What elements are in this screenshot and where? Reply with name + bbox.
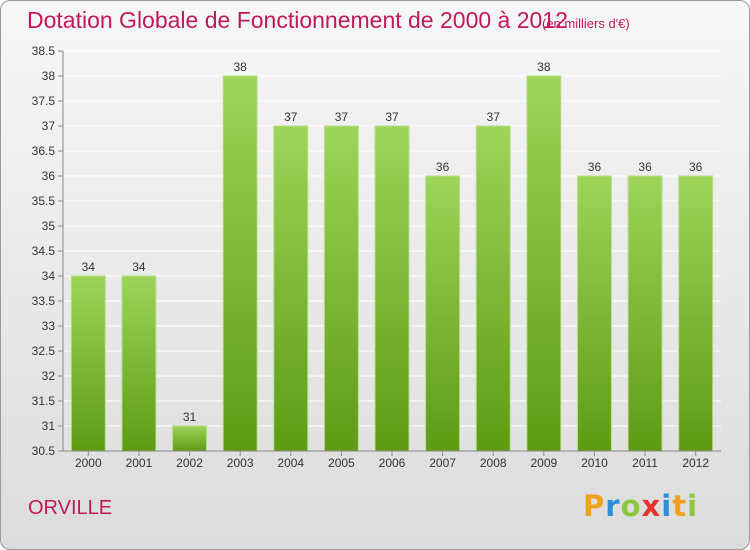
y-tick-label: 36.5: [32, 144, 56, 158]
value-label: 36: [638, 160, 652, 174]
y-tick-label: 31.5: [32, 394, 56, 408]
y-tick-label: 33: [42, 319, 56, 333]
x-tick-label: 2006: [379, 456, 406, 470]
chart-unit: (en milliers d'€): [542, 16, 630, 31]
logo-letter: o: [620, 489, 642, 523]
y-tick-label: 34.5: [32, 244, 56, 258]
x-tick-label: 2009: [530, 456, 557, 470]
value-label: 38: [233, 60, 247, 74]
logo-letter: P: [583, 489, 606, 523]
x-tick-label: 2012: [682, 456, 709, 470]
bar-2005: [323, 125, 359, 452]
bar-2000: [70, 275, 106, 452]
y-tick-label: 35.5: [32, 194, 56, 208]
y-tick-label: 37.5: [32, 94, 56, 108]
value-label: 38: [537, 60, 551, 74]
x-tick-label: 2004: [277, 456, 304, 470]
bar-2010: [576, 175, 612, 452]
value-label: 37: [335, 110, 349, 124]
bar-2002: [172, 425, 208, 452]
value-label: 36: [436, 160, 450, 174]
commune-name: ORVILLE: [28, 497, 113, 519]
y-tick-label: 32.5: [32, 344, 56, 358]
value-label: 34: [132, 260, 146, 274]
value-label: 31: [183, 410, 197, 424]
value-label: 34: [82, 260, 96, 274]
logo-letter: x: [641, 489, 662, 523]
y-tick-label: 37: [42, 119, 56, 133]
chart-title: Dotation Globale de Fonctionnement de 20…: [27, 7, 568, 33]
x-tick-label: 2008: [480, 456, 507, 470]
logo-letter: r: [605, 489, 621, 523]
value-label: 37: [487, 110, 501, 124]
y-tick-label: 32: [42, 369, 56, 383]
x-tick-label: 2005: [328, 456, 355, 470]
bar-2012: [678, 175, 714, 452]
value-label: 36: [689, 160, 703, 174]
x-tick-label: 2007: [429, 456, 456, 470]
y-tick-label: 35: [42, 219, 56, 233]
y-tick-label: 30.5: [32, 444, 56, 458]
value-label: 37: [385, 110, 399, 124]
bar-2001: [121, 275, 157, 452]
label-layer: 30.5 31 31.5 32 32.5 33 33.5 34 34.5 35 35.5 36 36.5…: [32, 44, 710, 470]
logo-letter: t: [672, 489, 688, 523]
logo-letter: i: [661, 489, 673, 523]
x-tick-label: 2003: [227, 456, 254, 470]
x-tick-label: 2001: [126, 456, 153, 470]
bar-2008: [475, 125, 511, 452]
x-tick-label: 2002: [176, 456, 203, 470]
y-tick-label: 33.5: [32, 294, 56, 308]
bar-2011: [627, 175, 663, 452]
bar-2004: [273, 125, 309, 452]
y-tick-label: 34: [42, 269, 56, 283]
value-label: 36: [588, 160, 602, 174]
bar-2006: [374, 125, 410, 452]
value-label: 37: [284, 110, 298, 124]
y-tick-label: 38.5: [32, 44, 56, 58]
y-tick-label: 31: [42, 419, 56, 433]
bar-2003: [222, 75, 258, 452]
bar-2007: [425, 175, 461, 452]
x-tick-label: 2000: [75, 456, 102, 470]
y-tick-label: 38: [42, 69, 56, 83]
bar-layer: [70, 75, 714, 452]
y-tick-label: 36: [42, 169, 56, 183]
x-tick-label: 2011: [632, 456, 658, 470]
logo-letter: i: [687, 489, 699, 523]
proxiti-logo[interactable]: Proxiti: [583, 489, 698, 523]
bar-2009: [526, 75, 562, 452]
x-tick-label: 2010: [581, 456, 608, 470]
